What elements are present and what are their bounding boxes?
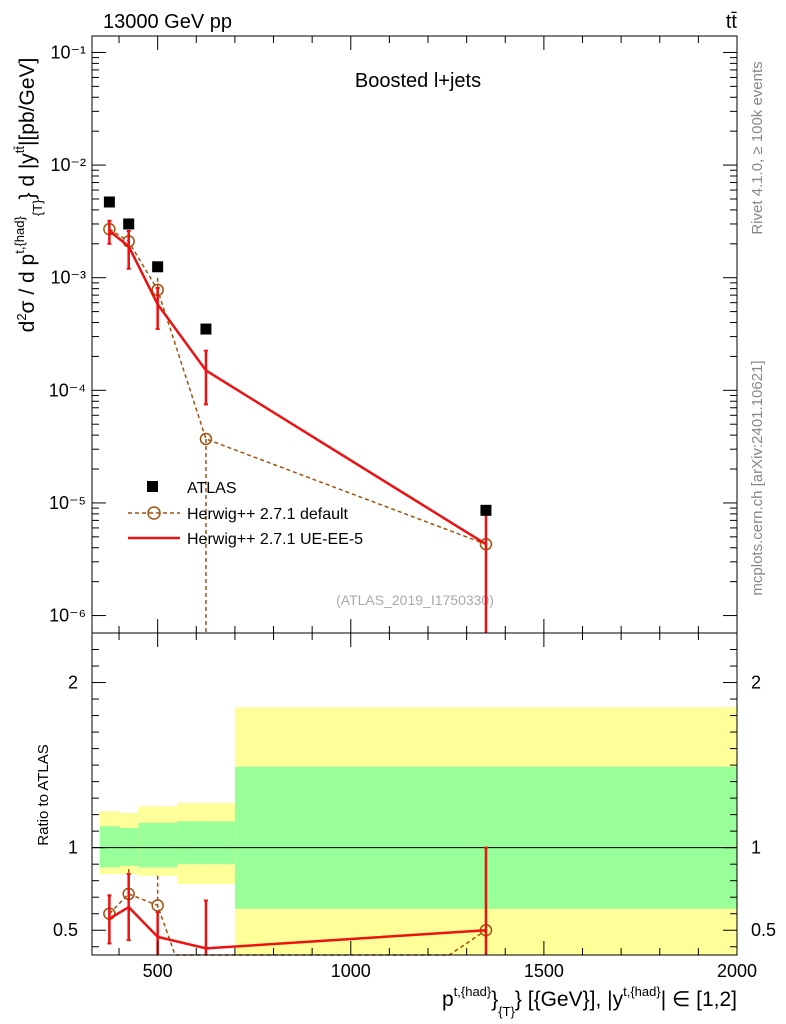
atlas-marker <box>103 196 115 208</box>
main-series <box>103 196 493 633</box>
ratio-xtick-label: 2000 <box>717 961 757 981</box>
ratio-xtick-label: 1000 <box>331 961 371 981</box>
ueee5-line <box>108 229 487 546</box>
atlas-marker <box>152 261 164 273</box>
ratio-band-inner <box>99 826 120 868</box>
main-ytick-label: 10⁻⁴ <box>49 380 86 400</box>
main-panel: 10⁻⁶10⁻⁵10⁻⁴10⁻³10⁻²10⁻¹ Boosted l+jets … <box>49 35 738 634</box>
ratio-band-inner <box>176 821 235 865</box>
legend-ueee5-label: Herwig++ 2.7.1 UE-EE-5 <box>187 531 363 548</box>
main-ytick-label: 10⁻² <box>50 155 86 175</box>
atlas-marker <box>123 218 135 230</box>
legend-atlas-marker <box>147 481 158 492</box>
xlabel: pt,{had}}{T}} [{GeV}], |yt,{had}| ∈ [1,2… <box>442 984 737 1019</box>
mcplots-label: mcplots.cern.ch [arXiv:2401.10621] <box>749 360 766 595</box>
main-ylabel: d2σ / d pt,{had}{T}} d |ytt̄|[pb/GeV] <box>12 58 45 333</box>
ratio-ylabel: Ratio to ATLAS <box>35 744 52 845</box>
legend-atlas-label: ATLAS <box>187 480 237 497</box>
ratio-band-inner <box>138 822 177 868</box>
main-ytick-label: 10⁻¹ <box>50 42 86 62</box>
ratio-ticks: 0.5 0.5 1 1 2 2 500 1000 1500 2000 <box>53 633 776 981</box>
ratio-xtick-label: 1500 <box>524 961 564 981</box>
default-line <box>108 228 487 545</box>
rivet-label: Rivet 4.1.0, ≥ 100k events <box>749 61 766 234</box>
xlabel-text: pt,{had}}{T}} [{GeV}], |yt,{had}| ∈ [1,2… <box>442 984 737 1019</box>
main-ytick-label: 10⁻³ <box>50 268 86 288</box>
ratio-panel: 0.5 0.5 1 1 2 2 500 1000 1500 2000 <box>53 632 776 981</box>
ratio-ytick-label-left: 1 <box>68 838 78 858</box>
main-ytick-label: 10⁻⁵ <box>49 493 86 513</box>
main-title: Boosted l+jets <box>355 70 481 92</box>
main-ylabel-text: d2σ / d pt,{had}{T}} d |ytt̄|[pb/GeV] <box>12 58 45 333</box>
legend-default-marker <box>147 506 161 520</box>
default-marker <box>199 432 213 446</box>
process-label: tt̄ <box>726 11 738 33</box>
ratio-frame <box>91 632 738 956</box>
energy-label: 13000 GeV pp <box>103 11 232 33</box>
ratio-xtick-label: 500 <box>143 961 173 981</box>
atlas-marker <box>200 323 212 335</box>
ratio-ytick-label-right: 0.5 <box>751 920 776 940</box>
ratio-band-inner <box>119 827 139 866</box>
ratio-ytick-label-left: 2 <box>68 673 78 693</box>
main-ytick-label: 10⁻⁶ <box>49 606 86 626</box>
ratio-bands <box>92 707 738 955</box>
atlas-marker <box>480 504 492 516</box>
ratio-series <box>103 846 493 956</box>
ratio-ytick-label-right: 1 <box>751 838 761 858</box>
legend-default-label: Herwig++ 2.7.1 default <box>187 506 349 523</box>
watermark-label: (ATLAS_2019_I1750330) <box>336 592 494 608</box>
ratio-default-marker <box>151 899 164 912</box>
legend: ATLAS Herwig++ 2.7.1 default Herwig++ 2.… <box>128 480 363 548</box>
ratio-ytick-label-left: 0.5 <box>53 920 78 940</box>
ratio-ytick-label-right: 2 <box>751 673 761 693</box>
ratio-default-line <box>108 893 487 956</box>
main-ticks: 10⁻⁶ 10⁻⁵ 10⁻⁴ 10⁻³ 10⁻² 10⁻¹ <box>49 36 738 633</box>
